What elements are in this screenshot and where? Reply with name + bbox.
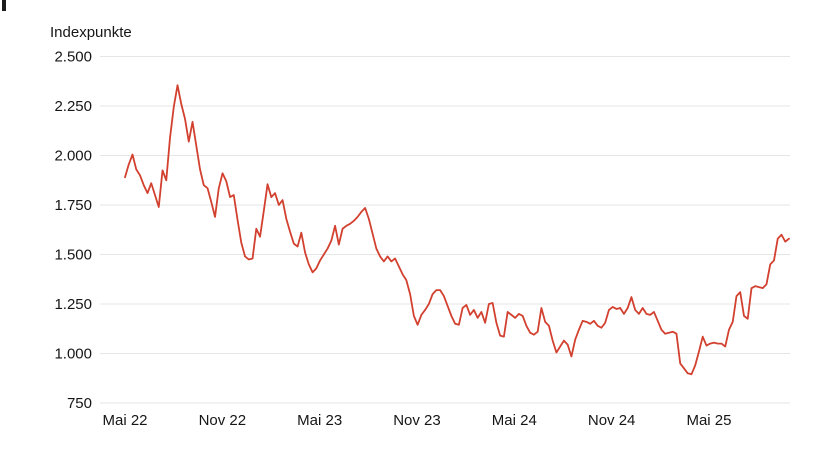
- x-tick-label: Nov 23: [393, 412, 441, 429]
- x-tick-label: Nov 22: [199, 412, 247, 429]
- y-tick-label: 2.500: [54, 49, 92, 66]
- x-tick-label: Nov 24: [588, 412, 636, 429]
- y-tick-label: 2.250: [54, 98, 92, 115]
- series-line: [124, 84, 790, 376]
- y-tick-label: 1.750: [54, 197, 92, 214]
- x-tick-label: Mai 24: [492, 412, 537, 429]
- y-tick-label: 1.250: [54, 296, 92, 313]
- x-tick-label: Mai 25: [686, 412, 731, 429]
- corner-artifact: [2, 0, 6, 11]
- y-tick-label: 750: [67, 395, 92, 412]
- x-tick-label: Mai 22: [102, 412, 147, 429]
- axis-unit-label: Indexpunkte: [50, 24, 132, 41]
- x-tick-label: Mai 23: [297, 412, 342, 429]
- y-tick-label: 1.000: [54, 346, 92, 363]
- y-tick-label: 1.500: [54, 247, 92, 264]
- y-tick-label: 2.000: [54, 148, 92, 165]
